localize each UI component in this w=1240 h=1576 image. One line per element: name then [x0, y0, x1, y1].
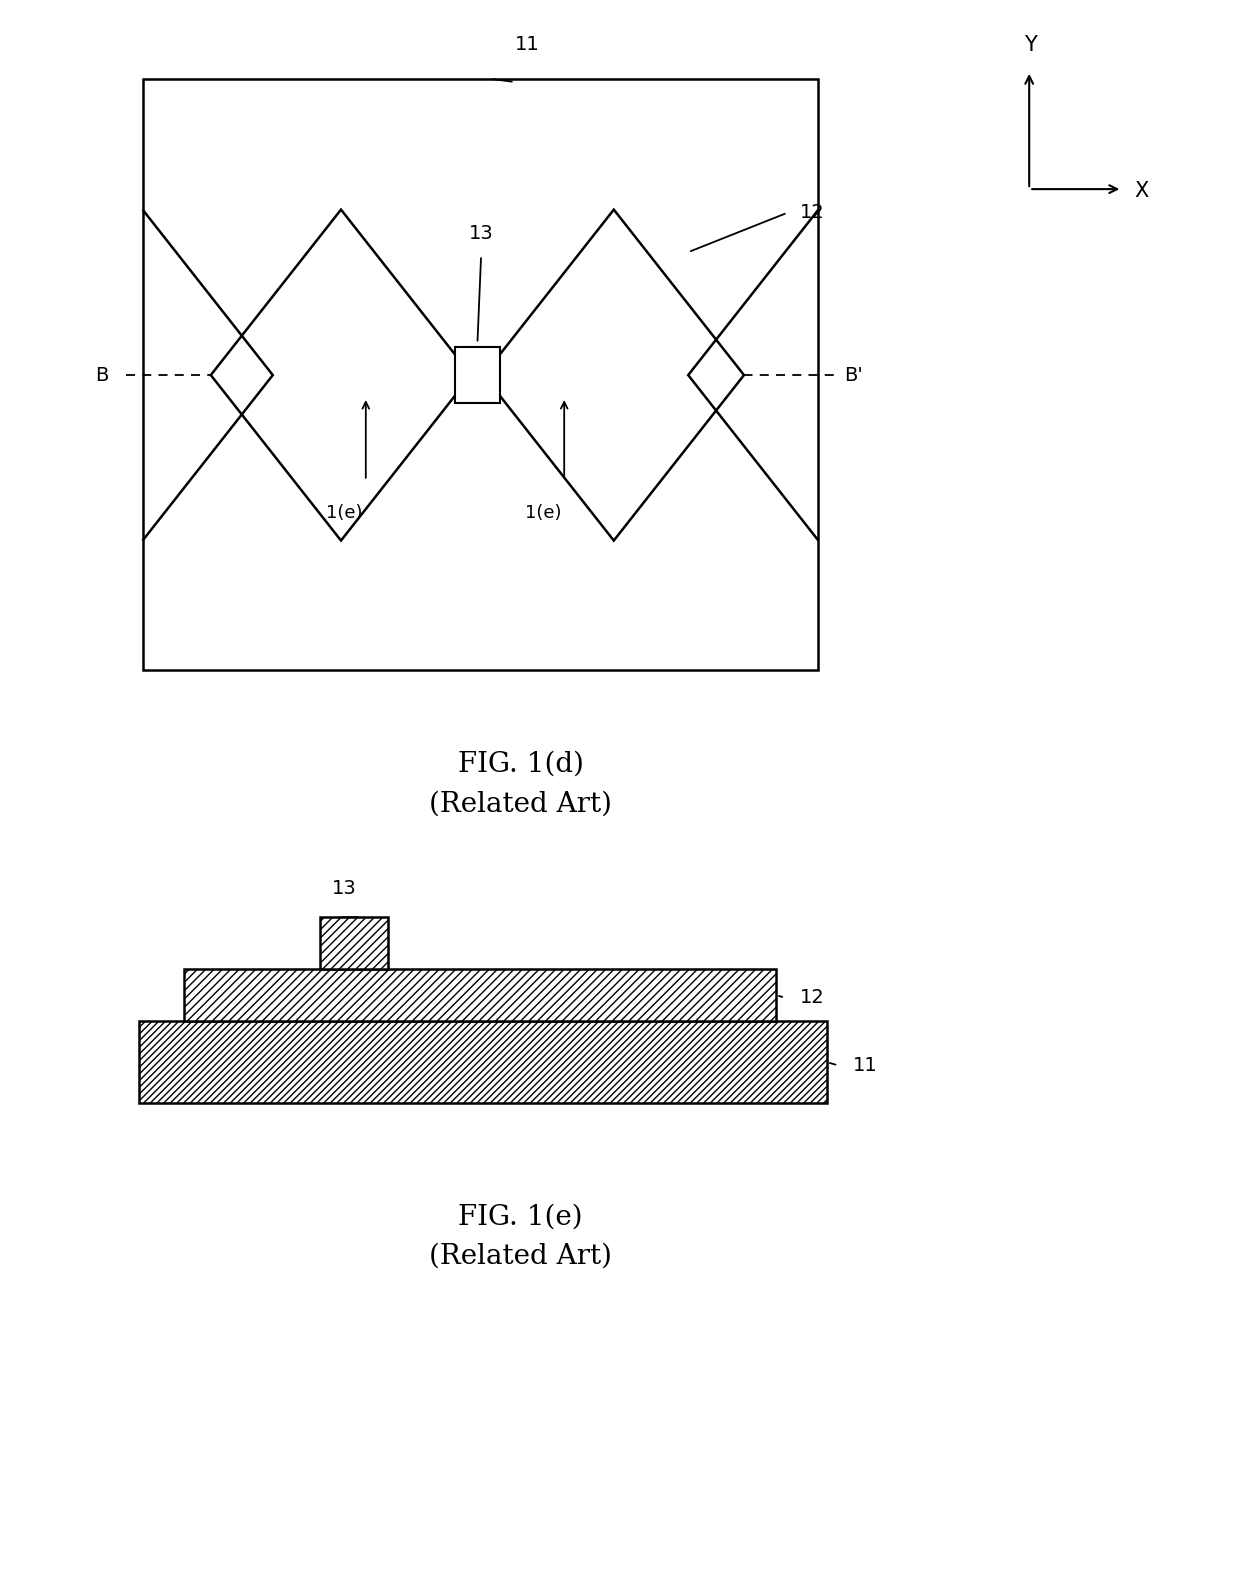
- Text: FIG. 1(e): FIG. 1(e): [459, 1202, 583, 1231]
- Text: 1(e): 1(e): [525, 504, 562, 522]
- Text: (Related Art): (Related Art): [429, 1242, 613, 1270]
- Text: 12: 12: [800, 203, 825, 222]
- Text: X: X: [1135, 181, 1148, 200]
- Text: 11: 11: [515, 35, 539, 54]
- Bar: [139, 1021, 827, 1103]
- Text: 1(e): 1(e): [326, 504, 363, 522]
- Text: Y: Y: [1024, 35, 1037, 55]
- Text: 11: 11: [853, 1056, 878, 1075]
- Text: 12: 12: [800, 988, 825, 1007]
- Text: FIG. 1(d): FIG. 1(d): [458, 750, 584, 779]
- Text: B: B: [95, 366, 108, 385]
- Text: B': B': [843, 366, 863, 385]
- Polygon shape: [211, 210, 471, 541]
- Bar: [455, 347, 500, 403]
- Bar: [320, 917, 388, 969]
- Bar: [184, 969, 776, 1021]
- Polygon shape: [484, 210, 744, 541]
- Text: 13: 13: [469, 224, 494, 243]
- Text: (Related Art): (Related Art): [429, 790, 613, 818]
- Bar: [143, 79, 818, 670]
- Text: 13: 13: [332, 879, 357, 898]
